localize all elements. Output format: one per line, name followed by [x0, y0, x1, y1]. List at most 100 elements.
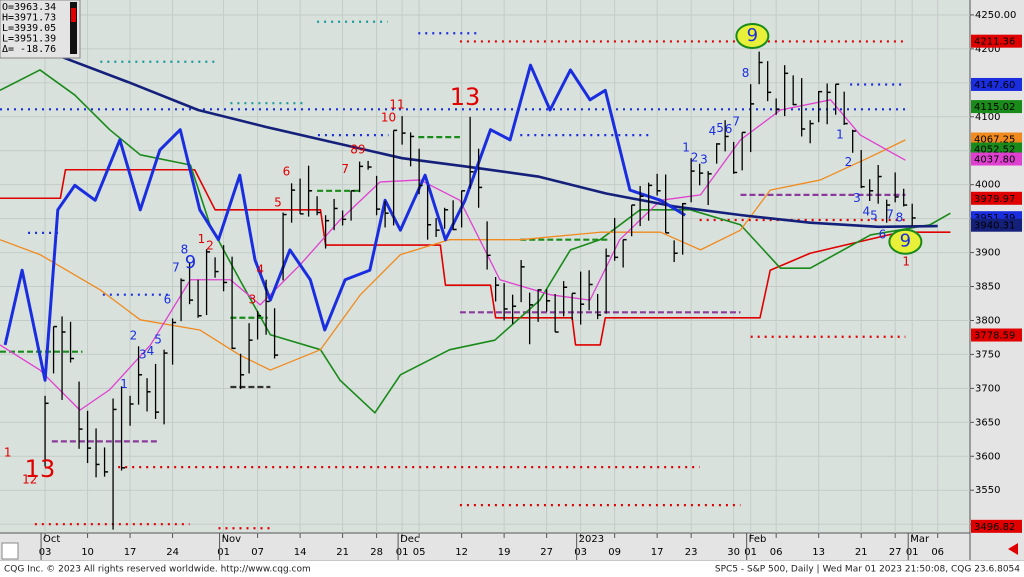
price-tag	[971, 34, 1022, 48]
x-tick-label: 01	[396, 547, 409, 558]
x-tick-label: 27	[540, 547, 553, 558]
count-label: 1	[902, 255, 910, 269]
count-label: 1	[120, 377, 128, 391]
x-tick-label: 23	[685, 547, 698, 558]
x-tick-label: 21	[855, 547, 868, 558]
y-tick-label: 4000	[975, 180, 1000, 191]
month-label: Nov	[222, 534, 242, 545]
y-tick-label: 3650	[975, 417, 1000, 428]
x-tick-label: 12	[455, 547, 468, 558]
price-tag	[971, 100, 1022, 114]
x-tick-label: 01	[906, 547, 919, 558]
info-line: Δ= -18.76	[2, 44, 56, 55]
price-tag-label: 4115.02	[974, 102, 1015, 113]
x-tick-label: 21	[336, 547, 349, 558]
y-tick-label: 4200	[975, 44, 1000, 55]
price-tag	[971, 77, 1022, 91]
count-label: 7	[886, 208, 894, 222]
x-tick-label: 01	[744, 547, 757, 558]
info-line: L=3951.39	[2, 34, 56, 45]
count-label: 8	[742, 66, 750, 80]
x-tick-label: 24	[166, 547, 179, 558]
count-label: 2	[845, 155, 853, 169]
count-label: 13	[450, 83, 481, 111]
x-tick-label: 28	[370, 547, 383, 558]
count-label: 3	[700, 153, 708, 167]
price-tag	[971, 218, 1022, 232]
indicator-line	[61, 55, 938, 229]
count-label: 10	[381, 111, 396, 125]
x-tick-label: 17	[651, 547, 664, 558]
price-tag-label: 4067.25	[974, 135, 1015, 146]
x-tick-label: 10	[81, 547, 94, 558]
count-label: 2	[130, 329, 138, 343]
x-tick-label: 17	[124, 547, 137, 558]
count-label: 4	[862, 204, 870, 218]
count-label: 7	[172, 261, 180, 275]
count-label: 7	[341, 162, 349, 176]
x-axis-area	[0, 533, 970, 560]
x-tick-label: 05	[413, 547, 426, 558]
x-tick-label: 30	[727, 547, 740, 558]
y-tick-label: 3850	[975, 282, 1000, 293]
count-label: 8	[896, 210, 904, 224]
count-label: 5	[716, 121, 724, 135]
info-line: H=3971.73	[2, 13, 56, 24]
price-tag-label: 4211.36	[974, 37, 1015, 48]
count-label: 6	[879, 227, 887, 241]
highlight-circle	[888, 228, 923, 255]
price-tag-label: 3940.31	[974, 221, 1015, 232]
count-label: 4	[709, 124, 717, 138]
count-label: 6	[283, 164, 291, 178]
scroll-button[interactable]	[1, 542, 19, 560]
info-bar-red	[71, 8, 76, 22]
month-label: Feb	[749, 534, 767, 545]
count-label: 5	[870, 208, 878, 222]
count-label: 6	[164, 293, 172, 307]
price-tag	[971, 519, 1022, 533]
x-tick-label: 03	[39, 547, 52, 558]
count-label: 5	[274, 196, 282, 210]
price-tag	[971, 132, 1022, 146]
footer-left: CQG Inc. © 2023 All rights reserved worl…	[4, 565, 311, 575]
x-tick-label: 14	[294, 547, 307, 558]
count-label: 3	[139, 348, 147, 362]
price-tag-label: 3778.59	[974, 331, 1015, 342]
footer-bar	[0, 561, 1024, 577]
price-tag-label: 3979.97	[974, 194, 1015, 205]
count-label: 89	[350, 143, 365, 157]
count-label: 1	[198, 232, 206, 246]
y-tick-label: 4250.00	[975, 10, 1016, 21]
x-tick-label: 13	[812, 547, 825, 558]
y-tick-label: 3750	[975, 349, 1000, 360]
count-label: 1	[836, 128, 844, 142]
x-tick-label: 01	[217, 547, 230, 558]
footer-right: SPC5 - S&P 500, Daily | Wed Mar 01 2023 …	[715, 565, 1020, 575]
y-tick-label: 3600	[975, 451, 1000, 462]
count-label: 1	[4, 445, 12, 459]
y-tick-label: 3900	[975, 248, 1000, 259]
price-tag-label: 3496.82	[974, 522, 1015, 533]
month-label: Mar	[910, 534, 930, 545]
info-line: O=3963.34	[2, 2, 56, 13]
price-tag-label: 4037.80	[974, 155, 1015, 166]
price-tag-label: 4052.52	[974, 145, 1015, 156]
y-axis-area	[970, 0, 1024, 560]
count-label: 2	[206, 238, 214, 252]
price-tag	[971, 328, 1022, 342]
highlight-circle	[735, 22, 770, 49]
count-label: 2	[691, 151, 699, 165]
count-label: 9	[185, 252, 196, 273]
plot-area	[0, 0, 970, 533]
month-label: Dec	[400, 534, 419, 545]
x-tick-label: 03	[574, 547, 587, 558]
y-tick-label: 3800	[975, 315, 1000, 326]
y-tick-label: 3550	[975, 485, 1000, 496]
scroll-arrow[interactable]	[1008, 543, 1018, 555]
count-label: 3	[249, 293, 257, 307]
x-tick-label: 06	[931, 547, 944, 558]
count-label: 11	[389, 98, 404, 112]
price-tag	[971, 191, 1022, 205]
